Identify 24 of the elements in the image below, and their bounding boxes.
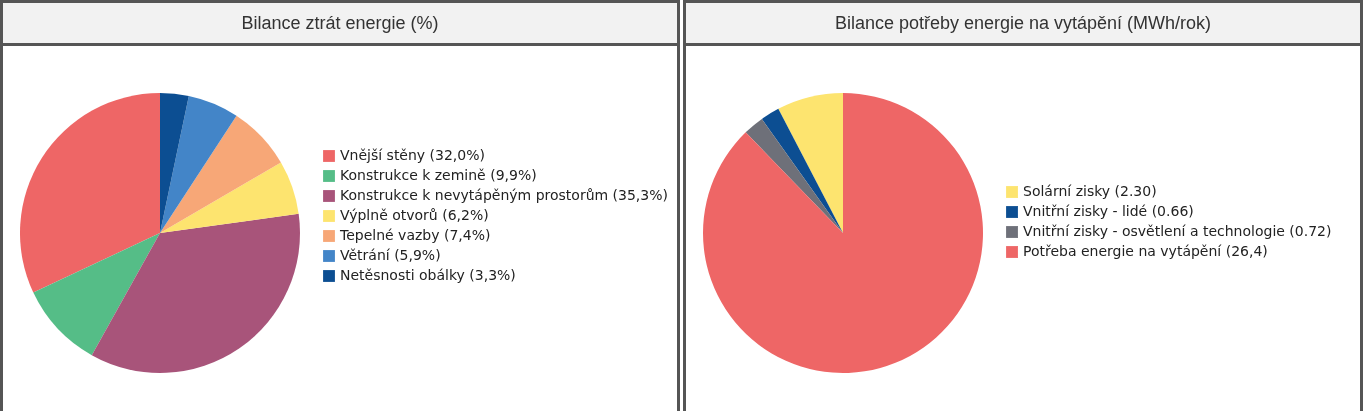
- legend-label: Netěsnosti obálky (3,3%): [340, 267, 516, 283]
- chart-title: Bilance potřeby energie na vytápění (MWh/rok): [686, 3, 1360, 46]
- pie-slice: [160, 115, 281, 233]
- pie-slice: [33, 233, 160, 356]
- pie-slice: [160, 162, 299, 233]
- pie-slice: [160, 96, 237, 233]
- pie-slice: [778, 93, 843, 233]
- pie-slice: [745, 118, 843, 233]
- legend-label: Výplně otvorů (6,2%): [340, 207, 489, 223]
- chart-title: Bilance ztrát energie (%): [3, 3, 677, 46]
- legend-label: Tepelné vazby (7,4%): [339, 227, 491, 243]
- pie-slice: [160, 93, 189, 233]
- legend-label: Vnitřní zisky - lidé (0.66): [1023, 203, 1194, 219]
- legend-label: Větrání (5,9%): [340, 247, 441, 263]
- pie-slice: [20, 93, 160, 293]
- pie-slice: [761, 108, 843, 233]
- legend-label: Konstrukce k zemině (9,9%): [340, 167, 537, 183]
- legend-label: Potřeba energie na vytápění (26,4): [1023, 243, 1268, 259]
- pie-slice: [703, 93, 983, 373]
- legend-label: Vnější stěny (32,0%): [340, 147, 485, 163]
- legend-label: Konstrukce k nevytápěným prostorům (35,3%): [340, 187, 668, 203]
- legend-label: Solární zisky (2.30): [1023, 183, 1157, 199]
- pie-slice: [91, 213, 300, 373]
- legend-label: Vnitřní zisky - osvětlení a technologie (0.72): [1023, 223, 1332, 239]
